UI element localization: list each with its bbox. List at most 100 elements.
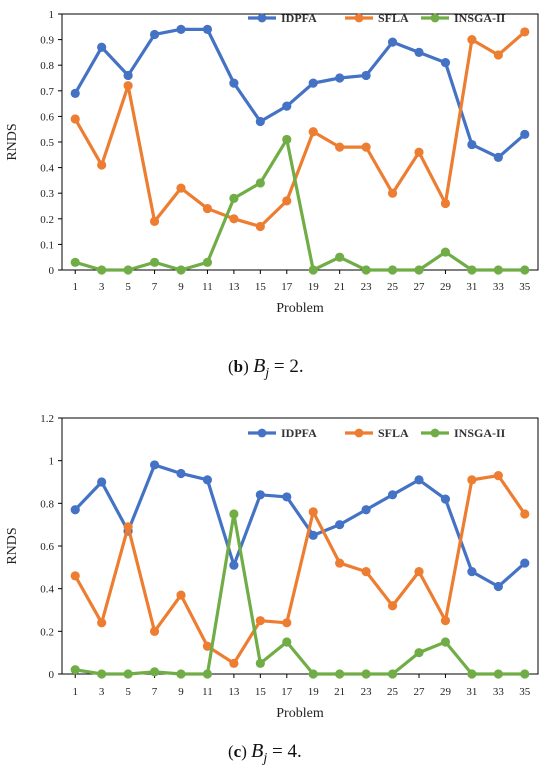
data-point (255, 116, 265, 127)
y-tick-label: 1.2 (40, 413, 54, 425)
data-point (440, 198, 451, 209)
x-tick-label: 23 (361, 281, 373, 293)
x-tick-label: 31 (466, 281, 477, 293)
data-point (361, 70, 371, 81)
x-tick-label: 31 (466, 686, 477, 698)
x-tick-label: 27 (414, 686, 426, 698)
data-point (414, 475, 424, 485)
series-sfla (70, 471, 530, 668)
data-point (387, 265, 398, 275)
x-tick-label: 25 (387, 281, 399, 293)
x-tick-label: 19 (308, 281, 320, 293)
data-point (440, 637, 451, 647)
data-point (414, 147, 424, 157)
y-tick-label: 1 (49, 456, 55, 468)
data-point (202, 475, 213, 485)
y-tick-label: 0.7 (40, 86, 54, 98)
data-point (229, 214, 239, 224)
data-point (176, 265, 186, 275)
legend-label: INSGA-II (454, 426, 506, 440)
x-tick-label: 1 (72, 686, 78, 698)
data-point (70, 114, 80, 124)
x-tick-label: 19 (308, 686, 320, 698)
data-point (176, 24, 186, 34)
data-point (149, 29, 160, 40)
data-point (387, 188, 398, 198)
data-point (97, 477, 107, 487)
y-tick-label: 0.4 (40, 584, 54, 596)
x-tick-label: 29 (440, 686, 452, 698)
data-point (97, 618, 107, 628)
data-point (202, 24, 213, 34)
y-tick-label: 0.5 (40, 137, 54, 149)
data-point (520, 509, 530, 519)
data-point (255, 178, 265, 188)
data-point (361, 669, 371, 679)
x-tick-label: 3 (99, 686, 105, 698)
legend-entry: INSGA-II (421, 11, 506, 25)
data-point (149, 667, 160, 677)
x-tick-label: 13 (228, 686, 240, 698)
x-tick-label: 11 (202, 686, 213, 698)
data-point (493, 50, 503, 60)
data-point (176, 669, 186, 679)
x-tick-label: 21 (334, 686, 345, 698)
data-point (520, 558, 530, 568)
y-tick-label: 0.9 (40, 35, 54, 47)
y-tick-label: 0.1 (40, 239, 54, 251)
legend-marker (430, 13, 440, 23)
figure-caption: (b) Bj = 2. (228, 355, 304, 381)
chart-b: 00.10.20.30.40.50.60.70.80.911 3 5 7 9 11 13 15… (5, 9, 539, 381)
x-tick-label: 17 (281, 686, 293, 698)
y-tick-label: 0 (49, 669, 55, 681)
x-tick-label: 11 (202, 281, 213, 293)
data-point (440, 494, 451, 504)
x-tick-label: 33 (493, 281, 505, 293)
data-point (308, 669, 318, 679)
data-point (97, 265, 107, 275)
legend-label: IDPFA (281, 426, 317, 440)
data-point (361, 142, 371, 152)
data-point (308, 127, 318, 137)
data-point (255, 490, 265, 500)
y-tick-label: 0.4 (40, 163, 54, 175)
data-point (308, 507, 318, 517)
data-point (229, 560, 239, 570)
series-idpfa (70, 24, 530, 162)
data-point (440, 616, 451, 626)
legend-label: IDPFA (281, 11, 317, 25)
legend-label: SFLA (378, 426, 409, 440)
data-point (149, 460, 160, 470)
data-point (335, 142, 345, 152)
data-point (335, 669, 345, 679)
data-point (335, 252, 345, 262)
data-point (282, 196, 292, 206)
x-tick-label: 13 (228, 281, 240, 293)
data-point (176, 183, 186, 193)
data-point (361, 265, 371, 275)
data-point (520, 129, 530, 139)
x-tick-label: 15 (255, 281, 267, 293)
x-tick-label: 7 (152, 686, 158, 698)
data-point (467, 475, 477, 485)
data-point (387, 37, 398, 47)
x-tick-label: 33 (493, 686, 505, 698)
data-point (255, 658, 265, 668)
data-point (414, 648, 424, 658)
data-point (520, 265, 530, 275)
x-tick-label: 23 (361, 686, 373, 698)
series-line (74, 463, 526, 589)
data-point (229, 193, 239, 203)
y-tick-label: 0.6 (40, 541, 54, 553)
data-point (335, 558, 345, 568)
data-point (282, 637, 292, 647)
x-tick-label: 9 (178, 686, 184, 698)
legend-marker (354, 428, 364, 438)
legend-entry: SFLA (345, 11, 409, 25)
data-point (493, 669, 503, 679)
data-point (97, 160, 107, 170)
data-point (335, 73, 345, 83)
figure-caption: (c) Bj = 4. (228, 740, 302, 766)
series-insga-ii (70, 134, 530, 275)
